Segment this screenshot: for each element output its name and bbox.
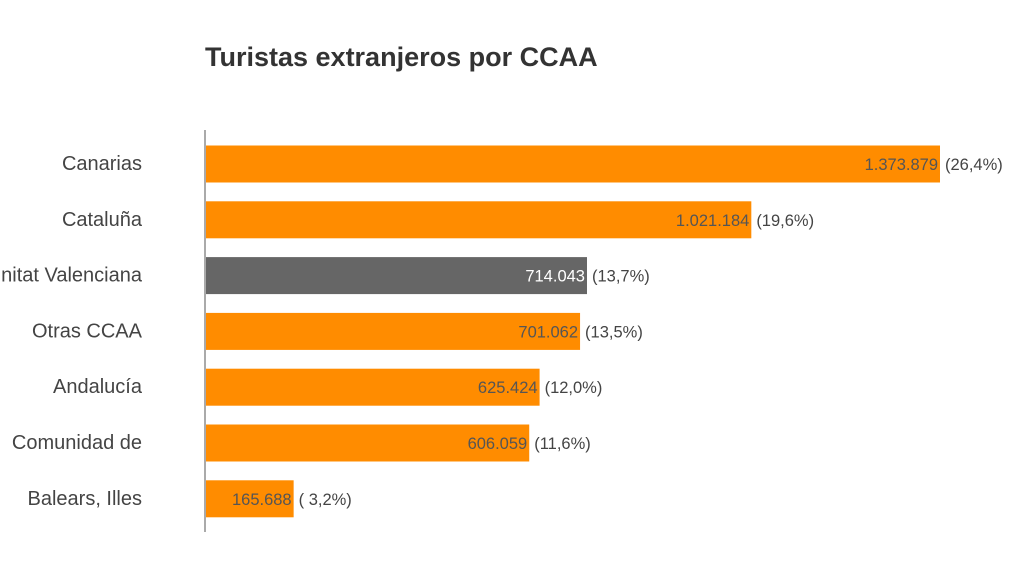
value-label: 714.043 [525, 268, 585, 286]
percent-label: (13,5%) [585, 323, 643, 341]
percent-label: ( 3,2%) [299, 491, 352, 509]
value-label: 606.059 [468, 435, 528, 453]
percent-label: (19,6%) [756, 212, 814, 230]
bar [205, 201, 752, 239]
bar [205, 480, 294, 518]
category-label: Comunitat Valenciana [0, 265, 143, 287]
category-label: Balears, Illes [28, 488, 143, 510]
bar [205, 312, 581, 350]
category-label: Andalucía [53, 376, 143, 398]
percent-label: (11,6%) [534, 435, 591, 453]
percent-label: (26,4%) [945, 156, 1003, 174]
value-label: 165.688 [232, 491, 292, 509]
category-label: Cataluña [62, 209, 143, 231]
category-label: Comunidad de [12, 432, 142, 454]
bar [205, 368, 540, 406]
percent-label: (13,7%) [592, 268, 650, 286]
bar [205, 257, 587, 295]
value-label: 1.373.879 [865, 156, 938, 174]
category-label: Otras CCAA [32, 320, 143, 342]
bar [205, 424, 530, 462]
chart-title: Turistas extranjeros por CCAA [205, 42, 598, 72]
percent-label: (12,0%) [545, 379, 603, 397]
category-label: Canarias [62, 153, 142, 175]
bar [205, 145, 940, 183]
value-label: 701.062 [518, 323, 578, 341]
value-label: 1.021.184 [676, 212, 749, 230]
value-label: 625.424 [478, 379, 538, 397]
